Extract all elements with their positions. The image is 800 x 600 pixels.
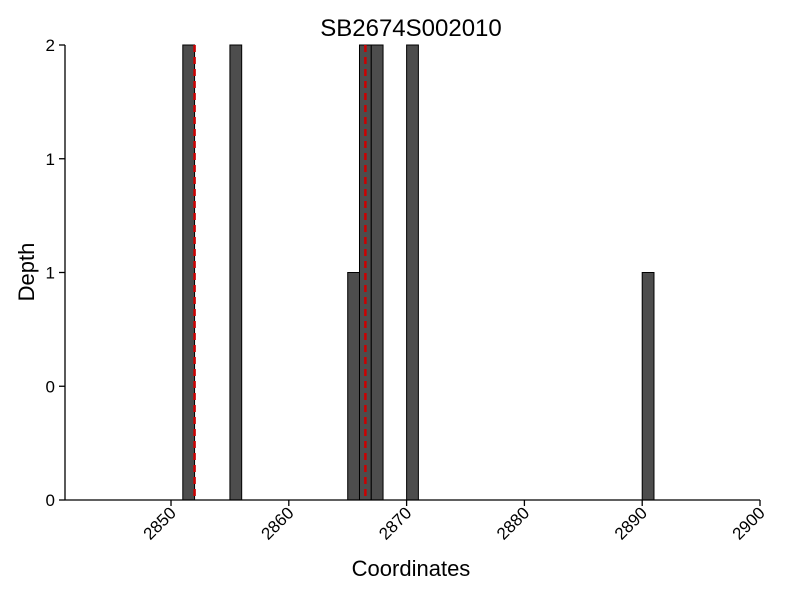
bar-0-6 <box>641 272 655 501</box>
marker-lines-group <box>193 45 367 500</box>
x-tick-label-5: 2900 <box>729 503 769 543</box>
x-tick-label-4: 2890 <box>611 503 651 543</box>
y-tick-label-4: 2 <box>46 36 55 55</box>
y-axis-title: Depth <box>14 243 39 302</box>
y-tick-label-3: 1 <box>46 150 55 169</box>
x-tick-label-3: 2880 <box>493 503 533 543</box>
y-ticks-group: 0 0 1 1 2 <box>46 36 65 510</box>
x-tick-label-0: 2850 <box>140 503 180 543</box>
bar-0-2 <box>347 272 360 501</box>
bar-0-4 <box>370 44 384 501</box>
bars-group <box>182 44 655 501</box>
bar-0-0 <box>182 44 196 501</box>
x-ticks-group: 2850 2860 2870 2880 2890 2900 <box>140 500 769 544</box>
x-tick-label-1: 2860 <box>257 503 297 543</box>
chart-title: SB2674S002010 <box>320 15 502 42</box>
y-tick-label-0: 0 <box>46 491 55 510</box>
bar-0-5 <box>406 44 419 501</box>
y-tick-label-2: 1 <box>46 264 55 283</box>
bar-0-1 <box>229 44 243 501</box>
x-axis-title: Coordinates <box>352 556 471 581</box>
y-tick-label-1: 0 <box>46 377 55 396</box>
x-tick-label-2: 2870 <box>375 503 415 543</box>
